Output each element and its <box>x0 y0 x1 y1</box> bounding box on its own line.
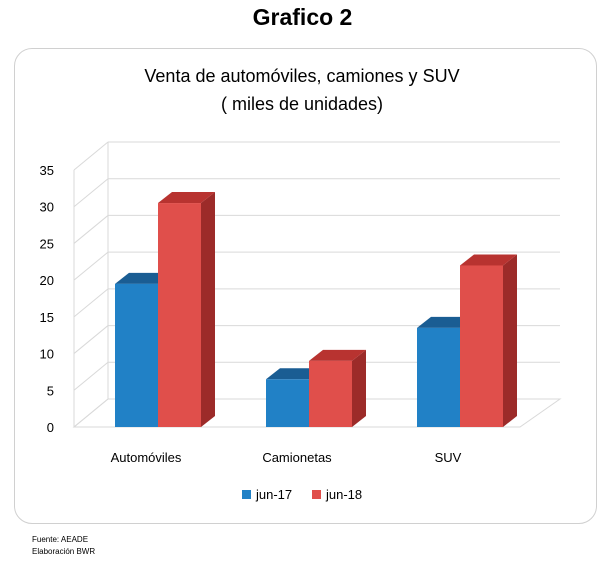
source-note: Fuente: AEADE <box>32 535 89 544</box>
chart-title-line: Venta de automóviles, camiones y SUV <box>144 66 459 86</box>
elaboration-note: Elaboración BWR <box>32 547 96 556</box>
y-tick-label: 0 <box>47 420 54 435</box>
y-tick-label: 25 <box>40 236 54 251</box>
y-tick-label: 5 <box>47 383 54 398</box>
bar-jun-18-SUV-top <box>460 254 517 266</box>
chart-floor <box>72 398 562 428</box>
bar-jun-18-Camionetas <box>309 360 352 427</box>
bar-jun-18-Automóviles-top <box>158 192 215 204</box>
y-tick-label: 15 <box>40 310 54 325</box>
gridline-side <box>73 251 109 281</box>
x-category-label: Automóviles <box>111 450 182 465</box>
bar-jun-18-Camionetas-side <box>352 349 366 427</box>
bar-jun-17-Automóviles <box>115 283 158 427</box>
legend-label: jun-18 <box>325 487 362 502</box>
gridline-side <box>73 215 109 244</box>
bar-jun-18-SUV-side <box>503 254 517 427</box>
gridline-side <box>73 361 109 391</box>
gridline-side <box>73 178 109 208</box>
x-category-label: SUV <box>435 450 462 465</box>
bar-jun-18-SUV <box>460 265 503 427</box>
chart-title-line: ( miles de unidades) <box>221 94 383 114</box>
bar-jun-17-SUV-top <box>417 316 474 328</box>
page-heading: Grafico 2 <box>252 4 353 30</box>
bar-jun-17-Camionetas <box>266 379 309 427</box>
bar-jun-17-SUV <box>417 327 460 427</box>
gridline-side <box>73 288 109 318</box>
legend-swatch-jun-18 <box>312 490 321 499</box>
bar-jun-18-Automóviles <box>158 203 201 427</box>
legend-label: jun-17 <box>255 487 292 502</box>
y-tick-label: 35 <box>40 163 54 178</box>
bar-jun-17-Automóviles-top <box>115 272 172 284</box>
legend-swatch-jun-17 <box>242 490 251 499</box>
y-tick-label: 20 <box>40 273 54 288</box>
bar-jun-18-Automóviles-side <box>201 192 215 427</box>
chart-notes: Fuente: AEADE Elaboración BWR <box>32 534 95 558</box>
bar-jun-18-Camionetas-top <box>309 349 366 361</box>
gridline-side <box>73 325 109 354</box>
y-tick-label: 10 <box>40 347 54 362</box>
gridline-side <box>73 141 109 171</box>
bar-jun-17-Camionetas-top <box>266 368 323 380</box>
y-tick-label: 30 <box>40 200 54 215</box>
x-category-label: Camionetas <box>262 450 332 465</box>
